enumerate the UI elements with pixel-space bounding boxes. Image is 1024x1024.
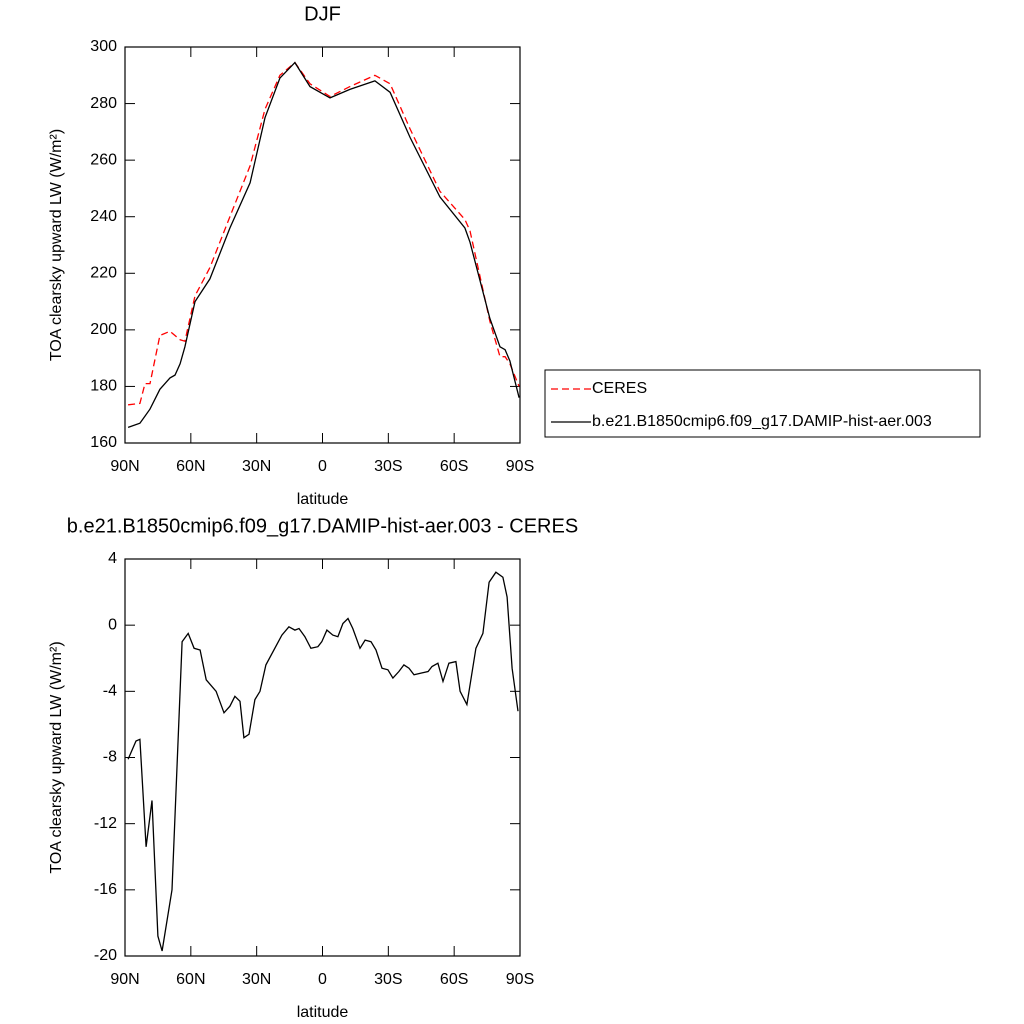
y-tick-label: -16 [94,881,117,898]
x-tick-label: 30N [242,971,271,988]
data-line [127,61,520,429]
y-tick-label: 0 [108,616,117,633]
data-line [127,571,519,952]
y-tick-label: 240 [90,208,117,225]
y-tick-label: -12 [94,815,117,832]
x-tick-label: 90S [506,458,534,475]
y-tick-label: 280 [90,95,117,112]
y-tick-label: -20 [94,947,117,964]
chart-title: DJF [304,3,341,25]
x-tick-label: 60N [176,971,205,988]
legend-label: b.e21.B1850cmip6.f09_g17.DAMIP-hist-aer.… [592,413,932,430]
x-tick-label: 0 [318,458,327,475]
x-tick-label: 60N [176,458,205,475]
x-axis-label: latitude [297,1004,349,1021]
plot-frame [124,46,521,444]
x-tick-label: 60S [440,971,468,988]
y-tick-label: 4 [108,550,117,567]
y-tick-label: 220 [90,265,117,282]
legend-box [544,369,981,438]
x-tick-label: 90N [110,971,139,988]
y-tick-label: 200 [90,321,117,338]
x-tick-label: 30S [374,971,402,988]
x-tick-label: 90S [506,971,534,988]
x-tick-label: 0 [318,971,327,988]
y-tick-label: 180 [90,378,117,395]
y-tick-label: 260 [90,151,117,168]
y-tick-label: 160 [90,434,117,451]
y-tick-label: -8 [103,749,117,766]
x-tick-label: 30N [242,458,271,475]
legend-label: CERES [592,380,647,397]
y-tick-label: -4 [103,683,117,700]
data-line [128,61,520,406]
y-axis-label: TOA clearsky upward LW (W/m²) [48,641,65,873]
x-tick-label: 60S [440,458,468,475]
y-axis-label: TOA clearsky upward LW (W/m²) [48,129,65,361]
x-tick-label: 30S [374,458,402,475]
plot-frame [124,558,521,957]
y-tick-label: 300 [90,38,117,55]
x-tick-label: 90N [110,458,139,475]
chart-title: b.e21.B1850cmip6.f09_g17.DAMIP-hist-aer.… [67,515,578,537]
x-axis-label: latitude [297,491,349,508]
